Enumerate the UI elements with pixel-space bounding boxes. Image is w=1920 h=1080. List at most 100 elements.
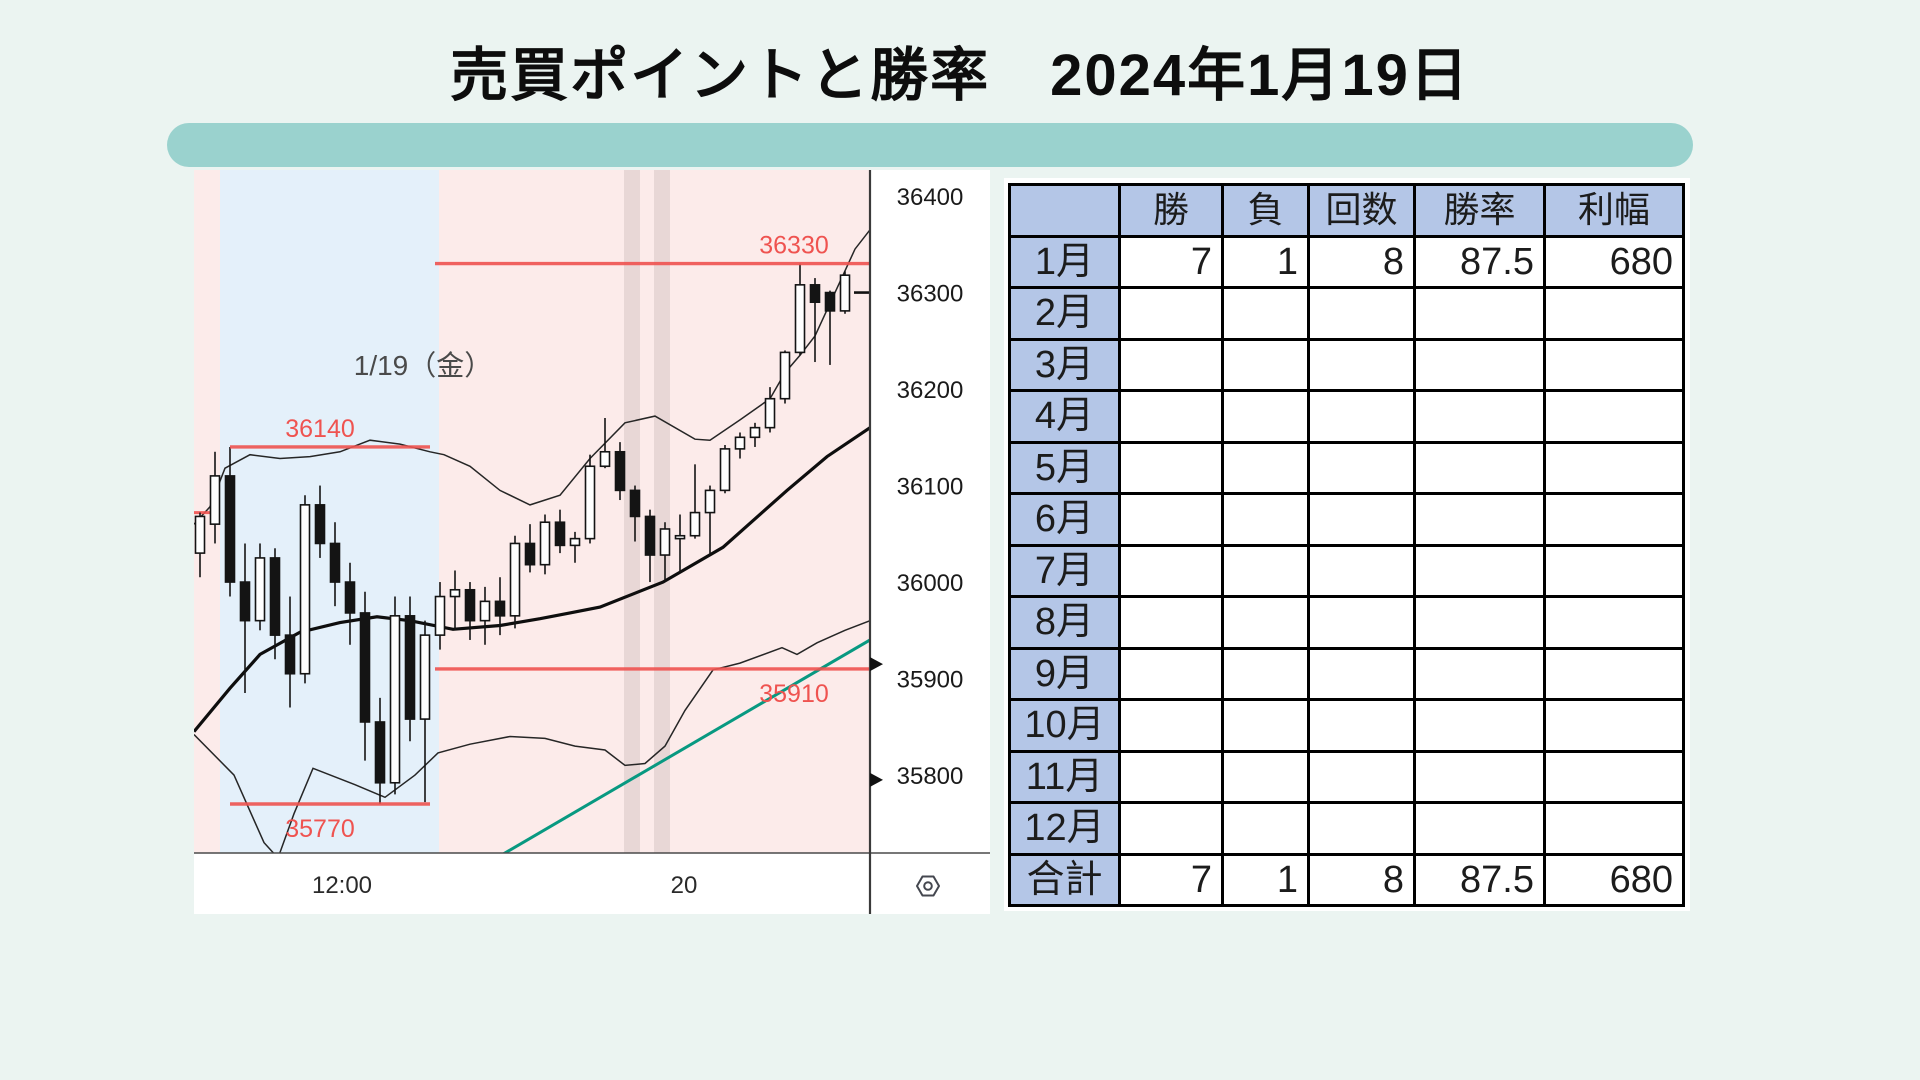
- value-cell: [1221, 440, 1310, 495]
- bullish-candle: [389, 615, 401, 784]
- bearish-candle: [359, 612, 371, 723]
- month-cell: 6月: [1008, 492, 1121, 547]
- value-cell: [1221, 389, 1310, 444]
- table-row: 3月: [1008, 337, 1685, 392]
- price-axis[interactable]: [870, 170, 990, 914]
- price-level-label: 35910: [759, 680, 829, 708]
- value-cell: [1413, 646, 1546, 701]
- value-cell: [1413, 595, 1546, 650]
- month-cell: 9月: [1008, 646, 1121, 701]
- table-row: 1月 7 1 8 87.5 680: [1008, 234, 1685, 289]
- price-tick-label: 36200: [897, 377, 964, 404]
- price-tick-label: 35800: [897, 763, 964, 790]
- value-cell: [1307, 749, 1416, 804]
- value-cell: [1307, 801, 1416, 856]
- bullish-candle: [209, 475, 221, 525]
- bearish-candle: [494, 600, 506, 617]
- bearish-candle: [224, 475, 236, 583]
- bearish-candle: [554, 521, 566, 547]
- price-level-label: 36140: [285, 415, 355, 443]
- value-cell: [1307, 337, 1416, 392]
- bearish-candle: [239, 581, 251, 622]
- bearish-candle: [824, 291, 836, 312]
- month-cell: 2月: [1008, 286, 1121, 341]
- value-cell: [1543, 801, 1685, 856]
- trend-line: [502, 638, 870, 853]
- value-cell: [1543, 749, 1685, 804]
- price-tick-label: 35900: [897, 667, 964, 694]
- bearish-candle: [524, 542, 536, 566]
- value-cell: [1118, 492, 1224, 547]
- table-header-cell: 勝率: [1413, 183, 1546, 238]
- bearish-candle: [374, 721, 386, 784]
- value-cell: [1118, 337, 1224, 392]
- winrate-table: 勝負回数 勝率 利幅 1月 7 1 8 87.5 680 2月 3月 4月 5月 6月 7月 8月 9月 10月 1…: [1008, 183, 1685, 907]
- page-title: 売買ポイントと勝率 2024年1月19日: [450, 43, 1470, 108]
- bullish-candle: [569, 537, 581, 547]
- value-cell: 8: [1307, 234, 1416, 289]
- time-axis[interactable]: [194, 853, 870, 914]
- value-cell: [1221, 337, 1310, 392]
- bollinger-lower-band: [194, 619, 870, 853]
- gear-icon[interactable]: [916, 875, 940, 897]
- value-cell: [1413, 286, 1546, 341]
- bullish-candle: [539, 521, 551, 566]
- value-cell: [1543, 595, 1685, 650]
- bearish-candle: [329, 542, 341, 583]
- value-cell: 7: [1118, 234, 1224, 289]
- table-row: 10月: [1008, 698, 1685, 753]
- plot-area[interactable]: [194, 229, 870, 858]
- value-cell: 7: [1118, 852, 1224, 907]
- bullish-candle: [434, 595, 446, 636]
- bullish-candle: [689, 511, 701, 537]
- table-row: 8月: [1008, 595, 1685, 650]
- month-cell: 8月: [1008, 595, 1121, 650]
- price-tick-label: 36400: [897, 184, 964, 211]
- table-header-cell: [1008, 183, 1121, 238]
- candlestick-chart-panel[interactable]: 36330 36140 35910 35770 1/19（金） 36400 36300 362…: [194, 170, 990, 914]
- value-cell: 1: [1221, 852, 1310, 907]
- value-cell: [1118, 389, 1224, 444]
- value-cell: [1413, 543, 1546, 598]
- value-cell: 8: [1307, 852, 1416, 907]
- bearish-candle: [809, 284, 821, 304]
- value-cell: [1413, 337, 1546, 392]
- month-cell: 4月: [1008, 389, 1121, 444]
- price-marker-arrow-icon: [870, 657, 883, 672]
- value-cell: 87.5: [1413, 234, 1546, 289]
- value-cell: [1118, 698, 1224, 753]
- value-cell: [1221, 801, 1310, 856]
- bearish-candle: [629, 489, 641, 518]
- value-cell: [1118, 595, 1224, 650]
- bullish-candle: [584, 465, 596, 540]
- month-cell: 3月: [1008, 337, 1121, 392]
- value-cell: [1543, 440, 1685, 495]
- table-header-row: 勝負回数 勝率 利幅: [1008, 183, 1685, 238]
- time-tick-label: 20: [671, 872, 698, 899]
- bullish-candle: [674, 534, 686, 540]
- session-date-label: 1/19（金）: [354, 350, 493, 381]
- value-cell: [1543, 543, 1685, 598]
- bearish-candle: [314, 504, 326, 545]
- accent-bar: [167, 123, 1693, 167]
- bullish-candle: [779, 351, 791, 400]
- month-cell: 12月: [1008, 801, 1121, 856]
- bullish-candle: [734, 436, 746, 450]
- table-row: 合計 7 1 8 87.5 680: [1008, 852, 1685, 907]
- month-cell: 5月: [1008, 440, 1121, 495]
- time-tick-label: 12:00: [312, 872, 372, 899]
- value-cell: [1221, 492, 1310, 547]
- value-cell: 1: [1221, 234, 1310, 289]
- table-row: 11月: [1008, 749, 1685, 804]
- value-cell: [1543, 389, 1685, 444]
- morning-session-region: [220, 170, 439, 853]
- winrate-table-panel: 勝負回数 勝率 利幅 1月 7 1 8 87.5 680 2月 3月 4月 5月 6月 7月 8月 9月 10月 1…: [1004, 178, 1690, 911]
- value-cell: [1543, 337, 1685, 392]
- value-cell: [1221, 595, 1310, 650]
- table-row: 6月: [1008, 492, 1685, 547]
- bearish-candle: [269, 557, 281, 636]
- candlestick-chart[interactable]: 36330 36140 35910 35770 1/19（金） 36400 36300 362…: [194, 170, 990, 914]
- table-row: 12月: [1008, 801, 1685, 856]
- bearish-candle: [614, 450, 626, 492]
- value-cell: [1543, 646, 1685, 701]
